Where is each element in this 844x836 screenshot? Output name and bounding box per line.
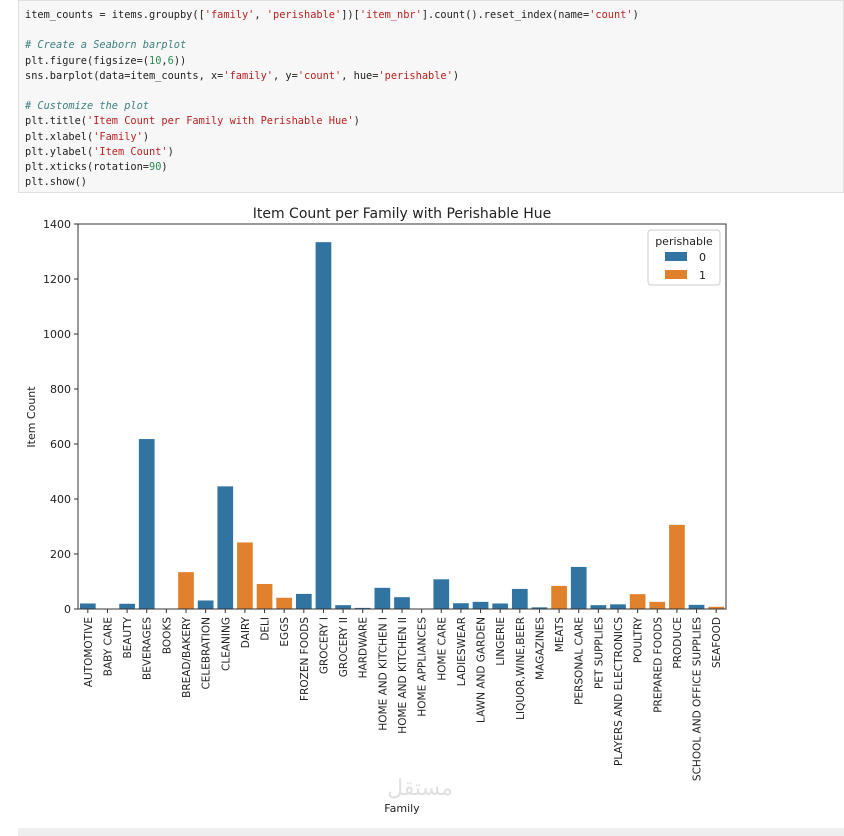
- code-line: sns.barplot(data=item_counts, x='family'…: [25, 69, 460, 82]
- x-tick-label: SEAFOOD: [711, 617, 723, 668]
- bar: [276, 597, 293, 609]
- legend-swatch-0: [665, 252, 687, 261]
- x-tick-label: CLEANING: [220, 617, 232, 671]
- y-tick-label: 800: [50, 383, 71, 396]
- code-cell[interactable]: item_counts = items.groupby(['family', '…: [18, 0, 844, 193]
- y-tick-label: 600: [50, 438, 71, 451]
- chart-title: Item Count per Family with Perishable Hu…: [253, 206, 552, 222]
- legend-label-0: 0: [699, 251, 706, 264]
- x-tick-label: GROCERY I: [318, 617, 330, 674]
- code-line: plt.figure(figsize=(10,6)): [25, 54, 187, 67]
- x-tick-label: POULTRY: [633, 616, 645, 663]
- x-tick-label: HOME APPLIANCES: [417, 617, 429, 717]
- x-tick-label: LADIESWEAR: [456, 617, 468, 686]
- bar: [649, 601, 666, 609]
- code-line: # Create a Seaborn barplot: [25, 39, 187, 52]
- x-tick-label: BEVERAGES: [142, 617, 154, 680]
- bar: [217, 486, 234, 609]
- code-line: # Customize the plot: [25, 100, 149, 113]
- bar: [453, 603, 469, 609]
- bar: [629, 594, 646, 609]
- x-tick-label: PRODUCE: [672, 617, 684, 669]
- x-tick-label: PET SUPPLIES: [593, 617, 605, 689]
- x-tick-label: SCHOOL AND OFFICE SUPPLIES: [692, 617, 704, 781]
- bar: [492, 603, 509, 609]
- y-tick-label: 1000: [43, 328, 71, 341]
- bar: [354, 607, 371, 609]
- plot-frame: [77, 223, 727, 610]
- bar: [669, 524, 685, 609]
- x-tick-label: PLAYERS AND ELECTRONICS: [613, 617, 625, 766]
- bar: [551, 585, 567, 609]
- next-cell: [18, 828, 844, 836]
- bar: [708, 606, 725, 609]
- x-axis-label: Family: [384, 802, 420, 815]
- x-tick-label: BREAD/BAKERY: [181, 616, 193, 697]
- code-line: plt.xticks(rotation=90): [25, 161, 168, 174]
- bar: [197, 600, 214, 609]
- bar: [237, 542, 253, 609]
- x-tick-label: PREPARED FOODS: [652, 617, 664, 713]
- x-tick-label: MAGAZINES: [534, 617, 546, 680]
- code-line: plt.xlabel('Family'): [25, 130, 150, 143]
- bar: [315, 242, 332, 609]
- y-axis-label: Item Count: [25, 386, 38, 448]
- y-tick-label: 1200: [43, 273, 71, 286]
- code-line: plt.title('Item Count per Family with Pe…: [25, 115, 360, 128]
- y-tick-label: 1400: [43, 218, 71, 231]
- bar: [295, 593, 312, 609]
- x-tick-label: FROZEN FOODS: [299, 617, 311, 701]
- legend: perishable 0 1: [647, 229, 721, 286]
- bar: [138, 439, 155, 609]
- bar: [590, 605, 607, 609]
- x-tick-label: BOOKS: [161, 617, 173, 654]
- x-tick-label: EGGS: [279, 617, 291, 647]
- x-tick-label: MEATS: [554, 617, 566, 652]
- bar: [119, 603, 135, 609]
- legend-label-1: 1: [699, 269, 706, 282]
- bar: [374, 587, 391, 609]
- bar: [178, 572, 194, 609]
- bar: [531, 607, 548, 609]
- legend-swatch-1: [665, 270, 687, 279]
- x-tick-label: LAWN AND GARDEN: [476, 617, 488, 723]
- bar-chart: Item Count per Family with Perishable Hu…: [25, 206, 727, 815]
- bar: [394, 597, 410, 609]
- bar: [256, 583, 273, 609]
- x-tick-label: HOME AND KITCHEN I: [377, 617, 389, 731]
- x-tick-label: AUTOMOTIVE: [83, 617, 95, 687]
- y-tick-label: 200: [50, 548, 71, 561]
- x-tick-label: DELI: [260, 617, 272, 641]
- bar: [433, 579, 450, 609]
- bar: [511, 588, 528, 609]
- x-tick-label: CELEBRATION: [201, 617, 213, 690]
- x-tick-label: LINGERIE: [495, 617, 507, 666]
- code-line: item_counts = items.groupby(['family', '…: [25, 9, 639, 21]
- x-tick-label: PERSONAL CARE: [574, 617, 586, 705]
- bar: [688, 604, 705, 609]
- y-tick-label: 0: [64, 603, 71, 616]
- x-tick-label: DAIRY: [240, 616, 252, 648]
- x-tick-label: BEAUTY: [122, 616, 134, 658]
- x-tick-label: BABY CARE: [102, 617, 114, 676]
- x-tick-label: HOME CARE: [436, 617, 448, 681]
- code-line: plt.show(): [25, 176, 87, 189]
- bar: [610, 604, 626, 609]
- x-tick-label: HOME AND KITCHEN II: [397, 617, 409, 734]
- bar: [570, 566, 587, 609]
- x-tick-label: LIQUOR,WINE,BEER: [515, 617, 527, 720]
- code-line: plt.ylabel('Item Count'): [25, 145, 174, 158]
- watermark-logo: مستقل: [387, 776, 453, 801]
- bar: [79, 603, 96, 609]
- x-tick-label: GROCERY II: [338, 617, 350, 677]
- bar: [472, 601, 489, 609]
- x-tick-label: HARDWARE: [358, 617, 370, 678]
- code-editor[interactable]: item_counts = items.groupby(['family', '…: [25, 8, 639, 190]
- bar: [335, 605, 351, 609]
- legend-title: perishable: [655, 235, 713, 248]
- y-tick-label: 400: [50, 493, 71, 506]
